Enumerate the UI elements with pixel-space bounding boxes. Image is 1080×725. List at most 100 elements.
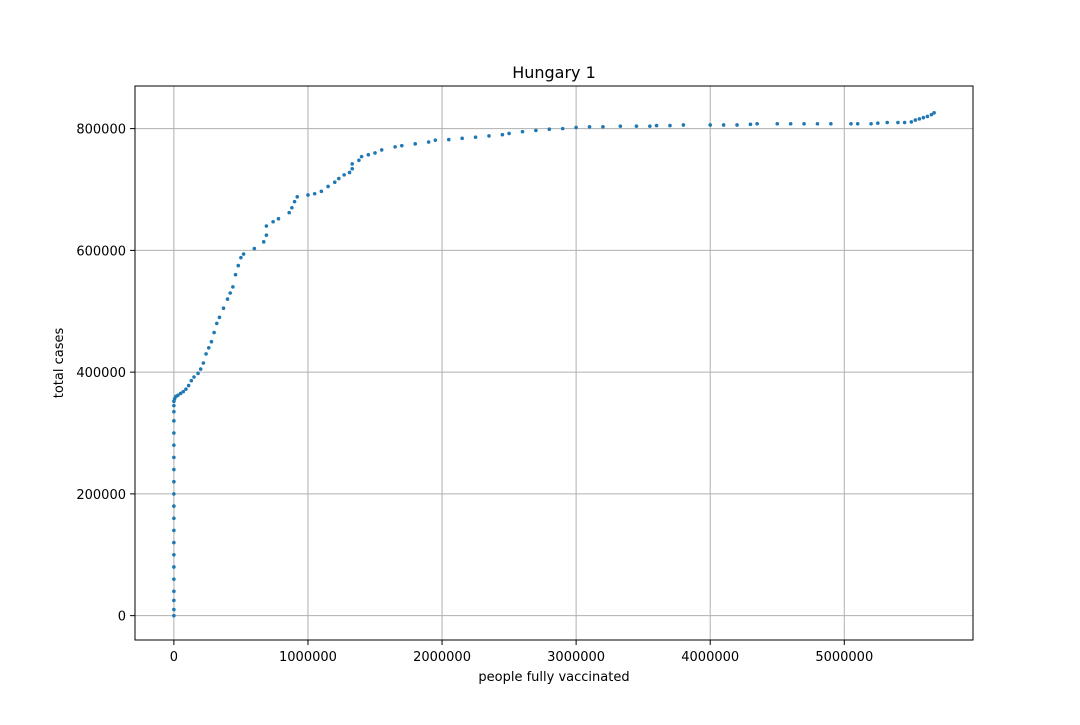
data-point	[233, 272, 238, 277]
data-point	[252, 246, 257, 251]
y-tick-label: 0	[118, 610, 126, 625]
data-point	[379, 148, 384, 152]
data-point	[507, 131, 511, 136]
data-point	[929, 112, 934, 117]
data-point	[829, 121, 833, 126]
data-point	[172, 479, 176, 484]
data-point	[287, 210, 291, 215]
data-point	[849, 121, 853, 126]
data-point	[172, 552, 176, 557]
data-point	[788, 121, 793, 126]
data-point	[172, 419, 176, 423]
data-point	[271, 219, 275, 224]
data-point	[172, 565, 176, 569]
data-point	[198, 367, 203, 371]
data-point	[366, 152, 371, 157]
data-point	[648, 124, 652, 128]
data-point	[909, 120, 914, 124]
x-tick-label: 4000000	[681, 650, 739, 665]
data-point	[172, 409, 176, 414]
data-point	[176, 393, 180, 398]
x-axis-ticks: 0 1000000 2000000 3000000 4000000 5000000	[170, 640, 873, 665]
data-point	[357, 158, 361, 163]
data-point	[172, 528, 176, 533]
data-point	[534, 128, 538, 133]
y-tick-label: 800000	[76, 123, 126, 138]
data-point	[295, 195, 300, 199]
data-point	[172, 540, 176, 545]
plot-frame	[134, 85, 974, 641]
data-point	[921, 115, 926, 120]
data-point	[184, 387, 188, 391]
data-point	[181, 389, 186, 394]
data-point	[601, 124, 605, 129]
data-point	[337, 176, 341, 181]
data-point	[172, 455, 176, 460]
y-tick-label: 400000	[76, 366, 126, 381]
data-point	[755, 121, 759, 126]
data-point	[225, 297, 230, 301]
data-point	[186, 383, 191, 388]
data-point	[350, 162, 355, 166]
data-point	[487, 134, 491, 138]
data-point	[896, 120, 900, 125]
data-point	[231, 285, 235, 289]
data-point	[913, 118, 918, 122]
data-point	[319, 189, 324, 194]
data-point	[290, 205, 294, 210]
data-point	[721, 123, 726, 127]
data-point	[332, 180, 337, 184]
data-point	[869, 121, 873, 126]
chart-title: Hungary 1	[512, 63, 596, 82]
data-point	[433, 138, 438, 142]
data-point	[574, 125, 578, 130]
data-point	[264, 233, 269, 237]
data-point	[178, 391, 183, 396]
data-point	[347, 170, 352, 175]
data-point	[400, 143, 404, 148]
data-point	[802, 121, 806, 126]
data-point	[326, 184, 330, 189]
data-point	[172, 467, 176, 472]
data-point	[172, 577, 176, 581]
data-point	[201, 361, 206, 365]
data-point	[172, 607, 176, 612]
data-point	[460, 136, 464, 141]
data-point	[426, 140, 431, 144]
x-tick-label: 5000000	[815, 650, 873, 665]
data-point	[373, 151, 377, 155]
data-point	[212, 330, 216, 335]
y-tick-label: 600000	[76, 244, 126, 259]
data-point	[917, 117, 922, 121]
data-point	[172, 504, 176, 508]
data-point	[172, 492, 176, 496]
data-point	[192, 375, 196, 379]
data-point	[520, 129, 525, 134]
y-axis-ticks: 0 200000 400000 600000 800000	[76, 123, 135, 625]
data-point	[932, 110, 936, 115]
y-axis-label: total cases	[52, 328, 67, 399]
data-point	[855, 121, 860, 126]
x-tick-label: 1000000	[279, 650, 337, 665]
data-point	[876, 121, 880, 125]
data-point	[239, 255, 243, 260]
data-point	[217, 315, 222, 320]
x-tick-label: 0	[170, 650, 178, 665]
data-point	[547, 127, 552, 132]
data-point	[276, 216, 281, 221]
data-point	[413, 142, 418, 146]
data-point	[209, 339, 214, 344]
data-point	[560, 126, 565, 131]
x-tick-label: 2000000	[413, 650, 471, 665]
data-point	[196, 371, 200, 376]
data-point	[708, 123, 713, 127]
data-point	[172, 431, 176, 435]
data-point	[735, 123, 739, 127]
data-point	[681, 123, 686, 127]
data-point	[172, 598, 176, 603]
x-axis-label: people fully vaccinated	[478, 670, 629, 685]
data-point	[264, 224, 269, 228]
data-point	[306, 193, 310, 197]
